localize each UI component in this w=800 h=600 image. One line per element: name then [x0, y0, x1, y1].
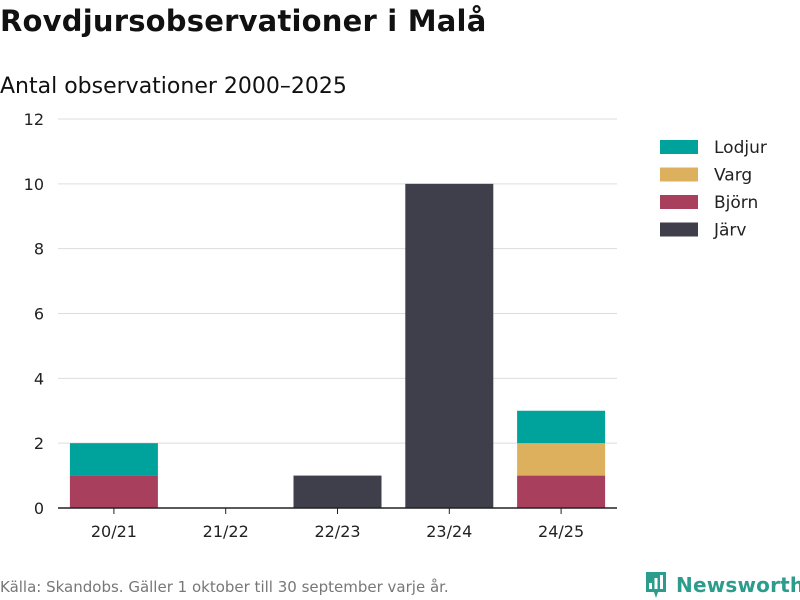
legend-label: Järv — [713, 221, 746, 241]
x-tick-label: 23/24 — [426, 522, 472, 541]
legend-swatch — [660, 222, 698, 237]
bar-segment-järv-23-24[interactable] — [405, 183, 494, 509]
bar-segment-järv-22-23[interactable] — [293, 475, 382, 508]
legend-swatch — [660, 140, 698, 154]
legend-label: Björn — [714, 193, 758, 213]
legend[interactable]: Lodjur Varg Björn Järv — [660, 138, 767, 241]
legend-swatch — [660, 195, 698, 209]
legend-swatch — [660, 167, 698, 182]
y-tick-label: 4 — [34, 369, 44, 388]
chart-title: Rovdjursobservationer i Malå — [0, 4, 487, 38]
legend-item-järv[interactable]: Järv — [660, 221, 746, 241]
source-note: Källa: Skandobs. Gäller 1 oktober till 3… — [0, 578, 449, 596]
y-tick-label: 8 — [34, 240, 44, 259]
bar-segment-björn-20-21[interactable] — [69, 475, 158, 508]
legend-item-björn[interactable]: Björn — [660, 193, 758, 213]
bar-segment-björn-24-25[interactable] — [517, 475, 606, 508]
axes: 0 2 4 6 8 10 12 20/21 21/22 22/23 23/24 24/25 — [24, 110, 617, 541]
brand-name: Newsworthy — [676, 573, 800, 597]
legend-item-lodjur[interactable]: Lodjur — [660, 138, 767, 158]
x-tick-label: 24/25 — [538, 522, 584, 541]
brand-logo-link[interactable]: Newsworthy — [644, 570, 800, 600]
y-tick-label: 10 — [24, 175, 44, 194]
y-tick-label: 6 — [34, 305, 44, 324]
bar-segment-lodjur-24-25[interactable] — [517, 410, 606, 444]
x-tick-label: 22/23 — [314, 522, 360, 541]
y-tick-label: 0 — [34, 499, 44, 518]
y-tick-label: 12 — [24, 110, 44, 129]
bars — [69, 183, 606, 509]
gridlines — [58, 118, 617, 444]
legend-label: Varg — [714, 166, 752, 186]
legend-item-varg[interactable]: Varg — [660, 166, 752, 186]
bar-segment-lodjur-20-21[interactable] — [69, 443, 158, 476]
x-tick-label: 20/21 — [91, 522, 137, 541]
y-tick-label: 2 — [34, 434, 44, 453]
x-tick-label: 21/22 — [203, 522, 249, 541]
newsworthy-logo-icon — [646, 572, 666, 598]
chart-subtitle: Antal observationer 2000–2025 — [0, 74, 347, 99]
legend-label: Lodjur — [714, 138, 767, 158]
bar-segment-varg-24-25[interactable] — [517, 443, 606, 476]
